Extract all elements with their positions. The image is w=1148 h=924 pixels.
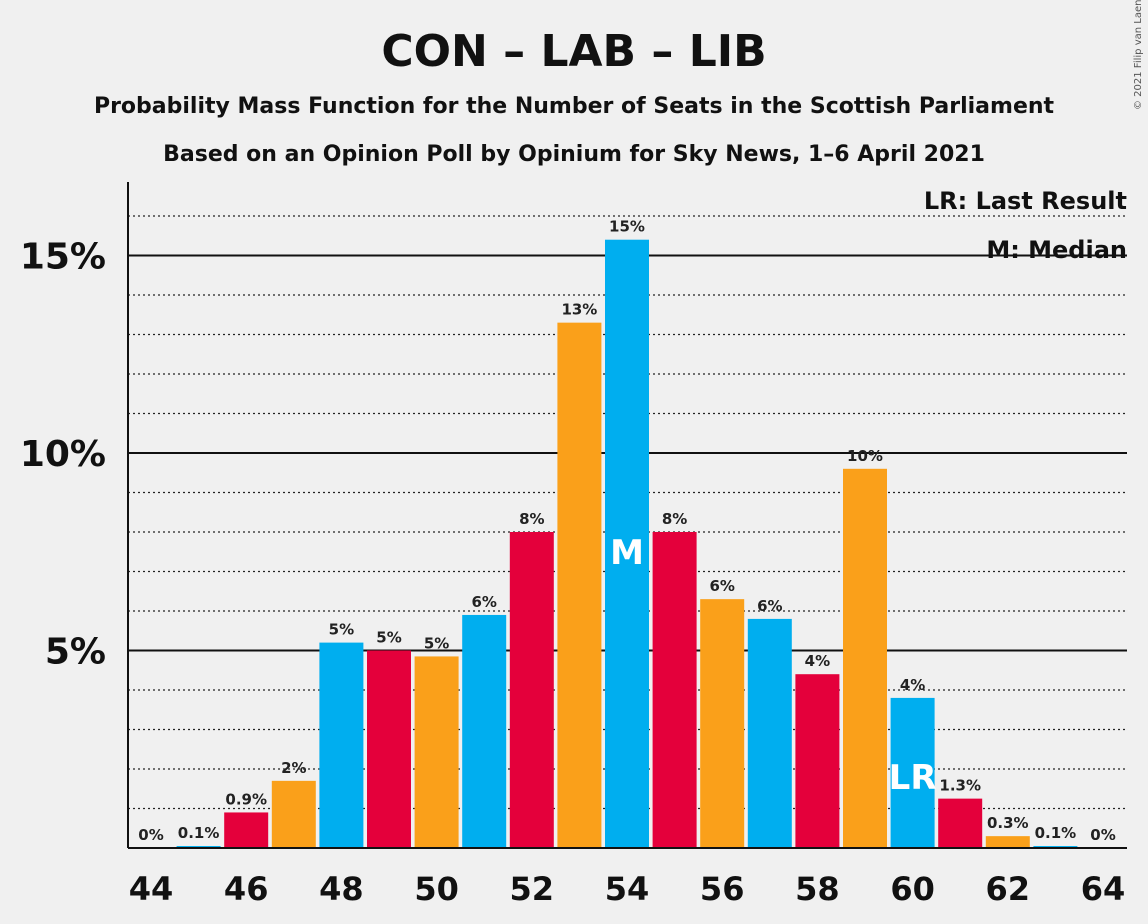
bar-label-seat-61: 1.3% [939, 777, 981, 795]
y-tick-label: 10% [20, 434, 106, 475]
bar-label-seat-53: 13% [561, 301, 597, 319]
chart-subtitle: Probability Mass Function for the Number… [94, 94, 1055, 119]
bar-label-seat-60: 4% [900, 676, 925, 694]
credit-text: © 2021 Filip van Laenen [1133, 0, 1144, 110]
x-tick-label: 60 [890, 870, 935, 908]
bar-label-seat-58: 4% [805, 652, 830, 670]
x-tick-label: 52 [510, 870, 555, 908]
bar-seat-52 [509, 532, 554, 848]
x-tick-label: 64 [1081, 870, 1126, 908]
x-tick-label: 46 [224, 870, 269, 908]
legend-last-result: LR: Last Result [924, 187, 1127, 215]
grid [128, 215, 1127, 810]
bar-seat-46 [224, 812, 269, 848]
bar-seat-50 [414, 656, 459, 848]
bar-seat-57 [747, 618, 792, 848]
bar-labels: 0% 0.1% 0.9% 2% 5% 5% 5% 6% 8% 13% 15% 8% 6% 6% 4% 10% 4… [138, 218, 1115, 844]
bars [176, 239, 1078, 848]
chart-subtitle-2: Based on an Opinion Poll by Opinium for … [163, 142, 985, 167]
x-tick-labels: 44 46 48 50 52 54 56 58 60 62 64 [129, 870, 1126, 908]
bar-label-seat-62: 0.3% [987, 814, 1029, 832]
legend-median: M: Median [986, 236, 1127, 264]
bar-label-seat-46: 0.9% [225, 790, 267, 808]
bar-seat-47 [271, 780, 316, 848]
bar-seat-58 [795, 674, 840, 848]
bar-seat-51 [462, 614, 507, 848]
bar-seat-60 [890, 697, 935, 848]
bar-seat-62 [985, 836, 1030, 848]
bar-seat-55 [652, 532, 697, 848]
bar-label-seat-52: 8% [519, 510, 544, 528]
x-tick-label: 44 [129, 870, 174, 908]
y-tick-label: 5% [45, 632, 106, 673]
bar-label-seat-57: 6% [757, 597, 782, 615]
bar-seat-48 [319, 642, 364, 848]
median-marker: M [610, 533, 644, 573]
bar-label-seat-56: 6% [709, 577, 734, 595]
bar-seat-53 [557, 322, 602, 848]
bar-label-seat-50: 5% [424, 634, 449, 652]
bar-label-seat-45: 0.1% [178, 824, 220, 842]
bar-label-seat-64: 0% [1090, 826, 1115, 844]
bar-seat-61 [938, 798, 983, 848]
x-tick-label: 54 [605, 870, 650, 908]
bar-label-seat-55: 8% [662, 510, 687, 528]
bar-seat-54 [605, 239, 649, 848]
bar-label-seat-54: 15% [609, 218, 645, 236]
bar-label-seat-63: 0.1% [1035, 824, 1077, 842]
bar-label-seat-59: 10% [847, 447, 883, 465]
bar-seat-59 [843, 468, 887, 848]
bar-label-seat-44: 0% [138, 826, 163, 844]
markers: M LR [610, 533, 936, 798]
bar-label-seat-47: 2% [281, 759, 306, 777]
x-tick-label: 48 [319, 870, 364, 908]
x-tick-label: 50 [414, 870, 459, 908]
chart-title: CON – LAB – LIB [381, 26, 766, 77]
bar-label-seat-48: 5% [329, 621, 354, 639]
bar-seat-49 [367, 650, 411, 848]
y-tick-labels: 5% 10% 15% [20, 237, 106, 673]
last-result-marker: LR [889, 758, 937, 798]
bar-seat-56 [700, 599, 745, 848]
bar-label-seat-49: 5% [376, 629, 401, 647]
x-tick-label: 62 [986, 870, 1031, 908]
bar-label-seat-51: 6% [471, 593, 496, 611]
y-tick-label: 15% [20, 237, 106, 278]
x-tick-label: 58 [795, 870, 840, 908]
x-tick-label: 56 [700, 870, 745, 908]
